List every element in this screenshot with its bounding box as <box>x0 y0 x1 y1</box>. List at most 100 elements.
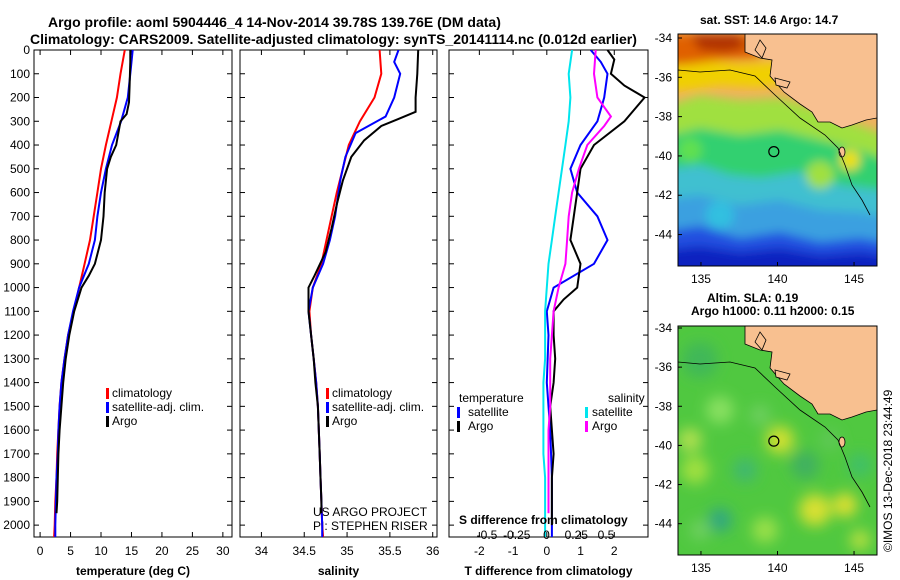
map-x-tick-label: 135 <box>691 272 711 286</box>
legend-swatch <box>326 402 329 413</box>
legend-swatch <box>585 407 588 418</box>
x-tick-label: 30 <box>216 544 230 558</box>
series-line-argo <box>307 50 420 514</box>
y-tick-label: 1800 <box>3 471 30 485</box>
y-tick-label: 2000 <box>3 518 30 532</box>
s-tick-label: 0.5 <box>598 528 615 542</box>
series-line-t-argo <box>549 50 647 526</box>
y-tick-label: 1200 <box>3 328 30 342</box>
y-tick-label: 1700 <box>3 447 30 461</box>
map-y-tick-label: -44 <box>655 228 673 242</box>
series-line-s-satellite <box>542 50 574 537</box>
sla-map-title-1: Altim. SLA: 0.19 <box>707 291 799 305</box>
legend-swatch <box>106 416 109 427</box>
x-tick-label: 36 <box>426 544 440 558</box>
plot-frame <box>239 49 438 538</box>
legend-label: satellite <box>592 405 633 419</box>
legend-swatch <box>106 388 109 399</box>
x-tick-label: 34.5 <box>293 544 317 558</box>
s-tick-label: -0.25 <box>503 528 531 542</box>
legend-label: Argo <box>332 414 358 428</box>
argo-float-marker <box>768 435 780 447</box>
x-tick-label: 15 <box>125 544 139 558</box>
y-tick-label: 700 <box>10 209 30 223</box>
map-y-tick-label: -44 <box>655 517 673 531</box>
map-y-tick-label: -42 <box>655 188 673 202</box>
legend-label: climatology <box>112 386 172 400</box>
y-tick-label: 1600 <box>3 423 30 437</box>
legend-label: Argo <box>112 414 138 428</box>
y-tick-label: 1500 <box>3 399 30 413</box>
series-line-s-argo <box>547 50 613 514</box>
profile-panel-difference: -2 -1 0 1 2 T difference from climatology <box>448 49 649 578</box>
map-y-tick-label: -36 <box>655 360 673 374</box>
s-tick-label: -0.5 <box>477 528 498 542</box>
map-y-tick-label: -38 <box>655 110 673 124</box>
x-axis-label: salinity <box>318 564 360 578</box>
y-tick-label: 1000 <box>3 281 30 295</box>
profile-panel-salinity: 34 34.5 35 35.5 36 salinity climatologysatelli… <box>239 49 440 578</box>
profile-panel-temperature: 0100200300400500600700800900100011001200… <box>3 43 233 578</box>
map-y-tick-label: -40 <box>655 438 673 452</box>
y-tick-label: 500 <box>10 162 30 176</box>
x-tick-label: 5 <box>67 544 74 558</box>
map-y-tick-label: -34 <box>655 321 673 335</box>
legend-title: temperature <box>459 391 524 405</box>
plot-frame <box>448 49 649 538</box>
x-tick-label: 20 <box>155 544 169 558</box>
difference-extras: temperature salinitysatelliteArgosatellit… <box>457 391 645 542</box>
y-tick-label: 100 <box>10 67 30 81</box>
s-axis-title: S difference from climatology <box>459 513 628 527</box>
legend-label: Argo <box>468 419 494 433</box>
legend-swatch <box>457 407 460 418</box>
y-tick-label: 0 <box>23 43 30 57</box>
x-tick-label: -2 <box>474 544 485 558</box>
sst-map-field <box>678 34 877 266</box>
map-x-tick-label: 135 <box>691 561 711 575</box>
map-y-tick-label: -42 <box>655 478 673 492</box>
x-axis-label: T difference from climatology <box>464 564 632 578</box>
sla-map: Altim. SLA: 0.19 Argo h1000: 0.11 h2000:… <box>655 291 878 575</box>
y-tick-label: 800 <box>10 233 30 247</box>
map-x-tick-label: 145 <box>844 272 864 286</box>
project-credit: US ARGO PROJECT <box>313 505 428 519</box>
series-group <box>53 50 134 537</box>
map-x-tick-label: 145 <box>844 561 864 575</box>
legend-label: satellite-adj. clim. <box>332 400 424 414</box>
y-tick-label: 200 <box>10 91 30 105</box>
x-tick-label: 10 <box>94 544 108 558</box>
y-tick-label: 900 <box>10 257 30 271</box>
plot-frame <box>33 49 233 538</box>
y-tick-label: 600 <box>10 186 30 200</box>
series-line-t-satellite <box>545 50 609 537</box>
legend-swatch <box>106 402 109 413</box>
argo-float-marker <box>768 146 780 158</box>
legend-title: salinity <box>608 391 645 405</box>
y-tick-label: 1300 <box>3 352 30 366</box>
x-tick-label: 35.5 <box>378 544 402 558</box>
s-tick-label: 0 <box>543 528 550 542</box>
x-tick-label: 0 <box>37 544 44 558</box>
x-tick-label: 1 <box>577 544 584 558</box>
header-line-1: Argo profile: aoml 5904446_4 14-Nov-2014… <box>48 14 501 30</box>
x-tick-label: 34 <box>255 544 269 558</box>
series-group <box>542 50 647 537</box>
series-line-climatology <box>53 50 126 537</box>
sla-map-title-2: Argo h1000: 0.11 h2000: 0.15 <box>691 304 855 318</box>
y-tick-label: 1400 <box>3 376 30 390</box>
y-tick-label: 1100 <box>4 304 30 318</box>
x-tick-label: 0 <box>543 544 550 558</box>
x-tick-label: -1 <box>508 544 519 558</box>
y-tick-label: 1900 <box>3 494 30 508</box>
map-y-tick-label: -34 <box>655 31 673 45</box>
legend-swatch <box>585 421 588 432</box>
map-x-tick-label: 140 <box>767 272 787 286</box>
map-y-tick-label: -40 <box>655 149 673 163</box>
legend-swatch <box>326 388 329 399</box>
series-line-argo <box>55 50 132 514</box>
sla-map-field <box>678 326 877 555</box>
legend-label: climatology <box>332 386 392 400</box>
x-tick-label: 35 <box>340 544 354 558</box>
s-tick-label: 0.25 <box>565 528 589 542</box>
